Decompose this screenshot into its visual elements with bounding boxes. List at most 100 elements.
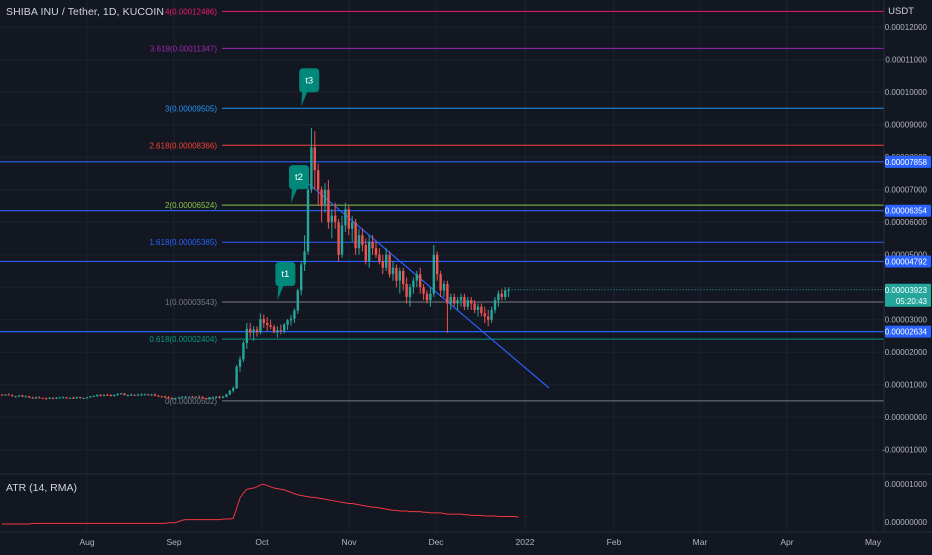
candle-body [283,324,286,332]
candle-body [48,397,51,399]
candle [320,186,323,223]
time-axis[interactable]: Aug Sep Oct Nov Dec 2022 Feb Mar Apr May [0,531,932,547]
price-badge[interactable]: 0.00007858 [885,155,931,168]
candle [272,324,276,334]
candle-body [323,189,327,206]
candle [113,394,116,397]
fib-level[interactable]: 2(0.00006524) [165,201,884,210]
candle-body [500,293,503,297]
candle-body [374,248,378,255]
price-badge[interactable]: 0.00002634 [885,325,931,338]
candle [153,393,157,397]
candle [116,393,119,396]
candle-body [68,397,72,399]
price-badge[interactable]: 0.00006354 [885,204,931,217]
candle-body [272,326,276,333]
candle [45,397,48,400]
fib-label: 1(0.00003543) [165,298,217,307]
fib-level[interactable]: 2.618(0.00008366) [149,141,884,150]
candle-body [140,394,143,396]
candle [28,395,31,399]
fib-level[interactable]: 1.618(0.00005385) [149,238,884,247]
price-badge-label: 0.00007858 [885,158,928,167]
candle [150,393,153,396]
candle [79,396,82,399]
candle [126,394,129,397]
candle [130,393,133,396]
candle-body [72,397,75,399]
candle [463,293,466,310]
candle-body [330,215,333,223]
candle [500,288,503,301]
candle [412,277,415,294]
candle-body [106,394,109,396]
callout-bubble[interactable] [275,262,296,301]
candle [232,386,235,393]
candle-body [51,397,55,399]
candle-body [470,300,473,304]
callout-t2[interactable]: t2 [289,165,309,204]
candle [38,396,41,399]
candle-body [126,395,129,397]
candle [255,326,259,337]
candle-body [340,225,344,255]
candle [364,238,367,265]
candle-body [75,397,78,399]
candle-body [55,397,58,399]
candle [286,319,289,331]
candle [82,397,85,400]
candle [415,270,418,288]
candle-body [143,394,146,396]
fib-level[interactable]: 1(0.00003543) [165,298,884,307]
fib-level[interactable]: 0(0.00000502) [165,397,884,406]
price-axis[interactable]: 0.00012000 0.00011000 0.00010000 0.00009000… [508,0,932,532]
candle-body [351,222,354,229]
fib-level[interactable]: 3.618(0.00011347) [150,44,884,53]
candle [143,393,146,396]
candle-body [388,254,391,275]
callouts-layer[interactable]: t1 t2 t3 [275,68,320,301]
symbol-title[interactable]: SHIBA INU / Tether, 1D, KUCOIN [6,6,165,18]
candle-body [490,309,493,320]
candle [65,397,68,399]
fib-levels[interactable]: 4(0.00012486) 3.618(0.00011347) 3(0.000095… [149,7,884,406]
fib-level[interactable]: 4(0.00012486) [165,7,884,16]
fib-level[interactable]: 0.618(0.00002404) [149,335,884,344]
candle [242,340,245,362]
candle-body [174,398,177,400]
price-badge-label: 0.00006354 [885,207,928,216]
candle [449,293,452,310]
candle-body [133,394,136,396]
callout-t1[interactable]: t1 [275,262,296,301]
candle-body [218,396,221,398]
candle [266,317,269,332]
price-badge[interactable]: 0.00004792 [885,255,931,268]
candle-body [378,254,381,262]
candle-body [497,293,500,301]
candle-body [17,395,21,397]
candle [41,397,44,400]
atr-title[interactable]: ATR (14, RMA) [6,482,77,494]
candle-body [136,394,140,396]
fib-level[interactable]: 3(0.00009505) [165,104,884,113]
candle-body [0,394,4,396]
candle-body [364,244,367,262]
last-price-badge[interactable]: 0.00003923 05:20:43 [508,283,931,307]
candle-body [255,329,259,333]
callout-bubble[interactable] [289,165,309,204]
candle [164,395,167,399]
candle-body [293,310,296,319]
candle [459,293,463,307]
candle [262,314,265,328]
candle-body [181,396,184,398]
callout-bubble[interactable] [299,68,320,107]
callout-t3[interactable]: t3 [299,68,320,107]
candle [303,235,306,271]
horizontal-lines[interactable] [0,161,884,333]
candle [330,209,333,239]
candle-body [238,359,242,367]
candle [75,396,78,399]
